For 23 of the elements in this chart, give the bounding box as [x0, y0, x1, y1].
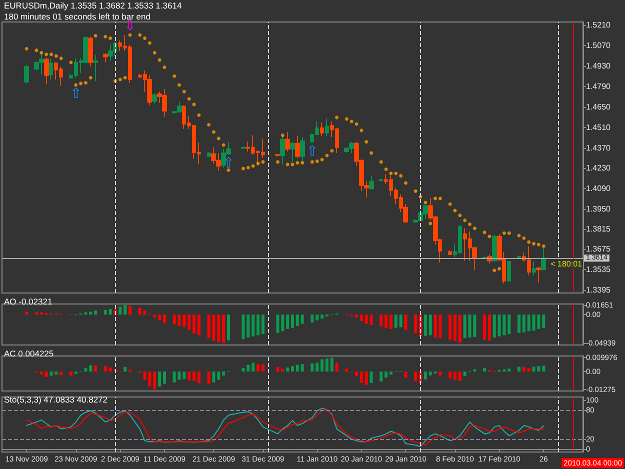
y-tick-label: 1.4090 [586, 184, 612, 194]
y-tick-label: 1.4930 [586, 62, 612, 71]
y-tick-label: 1.3675 [586, 244, 612, 254]
y-tick-label: 1.3950 [586, 204, 612, 214]
y-tick-label: 1.3535 [586, 265, 612, 274]
y-tick-label: 1.3395 [586, 286, 612, 295]
y-tick-label: 1.4370 [586, 143, 612, 152]
y-tick-label: 1.5210 [586, 20, 612, 30]
y-tick-label: 1.5070 [586, 41, 612, 50]
chart-title: AC 0.004225 [4, 348, 54, 358]
chart-subtitle: 180 minutes 01 seconds left to bar end [4, 12, 151, 22]
annotation: ⇧ [222, 156, 234, 172]
y-tick-label: 1.4230 [586, 164, 612, 173]
y-tick-label: 1.4650 [586, 102, 612, 112]
annotation: < 180:01 [550, 260, 583, 269]
y-tick-label: 1.4790 [586, 82, 612, 92]
y-tick-label: 1.4510 [586, 122, 612, 132]
chart-title: AO -0.02321 [4, 296, 52, 306]
annotation: ⇧ [70, 86, 82, 102]
chart-title: EURUSDm,Daily 1.3535 1.3682 1.3533 1.3614 [4, 0, 182, 10]
annotation: ⇧ [306, 144, 318, 160]
y-tick-label: 1.3815 [586, 224, 612, 234]
chart-title: Sto(5,3,3) 47.0833 40.8272 [4, 394, 108, 404]
